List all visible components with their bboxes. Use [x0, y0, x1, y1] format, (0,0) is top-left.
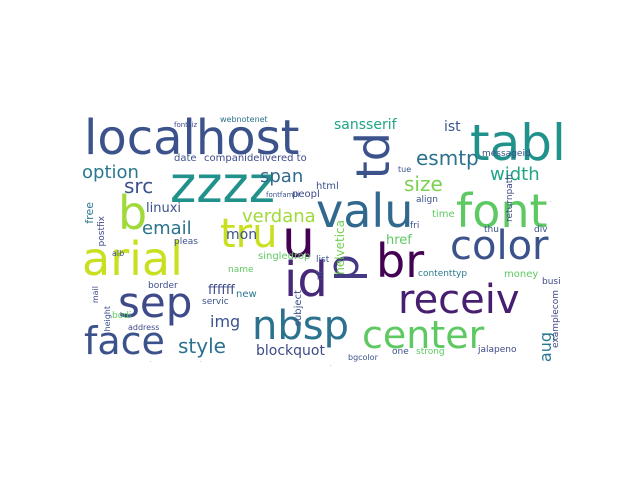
- word: list: [316, 255, 330, 265]
- word: sansserif: [334, 117, 397, 133]
- word: money: [504, 269, 539, 280]
- word: sep: [118, 278, 193, 327]
- word: tabl: [470, 114, 566, 172]
- word: email: [142, 218, 192, 239]
- word: size: [404, 172, 443, 196]
- word: esmtp: [416, 146, 479, 170]
- word: face: [84, 319, 165, 363]
- word: span: [260, 166, 304, 187]
- word: receiv: [398, 277, 520, 323]
- word: strong: [416, 347, 445, 357]
- word: one: [392, 347, 409, 357]
- word: br: [376, 234, 425, 288]
- word: width: [490, 164, 540, 185]
- word: font: [456, 184, 548, 238]
- word: fri: [410, 221, 420, 231]
- word: arial: [82, 232, 183, 286]
- word: div: [534, 225, 548, 235]
- word: new: [236, 289, 257, 300]
- word: align: [416, 195, 438, 205]
- word: fontsiz: [174, 121, 198, 129]
- word: mail: [91, 286, 100, 304]
- word-filler: ·: [300, 149, 302, 155]
- word: border: [148, 281, 178, 291]
- word: bgcolor: [348, 353, 378, 362]
- word: peopl: [292, 189, 320, 200]
- word: height: [103, 306, 112, 332]
- word: localhost: [84, 110, 300, 166]
- word: bodi: [112, 311, 132, 321]
- word: time: [432, 209, 455, 220]
- word: webnotenet: [220, 115, 268, 124]
- word: date: [174, 153, 197, 164]
- word: blockquot: [256, 343, 325, 359]
- word: center: [362, 313, 485, 357]
- word: verdana: [242, 206, 316, 227]
- word: linuxi: [146, 201, 182, 216]
- word: busi: [542, 277, 561, 287]
- word: tue: [398, 165, 412, 174]
- word: fontfamili: [266, 191, 300, 199]
- word: returnpath: [505, 174, 515, 222]
- word: id: [284, 252, 328, 308]
- word: img: [210, 312, 241, 331]
- word: html: [316, 181, 339, 192]
- word: address: [128, 323, 160, 332]
- word-filler: ·: [200, 359, 202, 365]
- word-filler: ·: [90, 149, 92, 155]
- word-cloud: localhost tabl zzzz valu font td tru u a…: [80, 110, 568, 372]
- word: alb: [112, 249, 125, 258]
- word: subject: [293, 290, 304, 327]
- word: nbsp: [252, 303, 349, 349]
- word: valu: [316, 184, 414, 238]
- word: tru: [220, 211, 278, 257]
- word-filler: ·: [550, 199, 552, 205]
- word: ffffff: [208, 283, 235, 298]
- word: option: [82, 162, 139, 183]
- word: b: [118, 186, 148, 240]
- word: singledrop: [258, 251, 311, 262]
- word: pleas: [174, 237, 198, 247]
- word: messageid: [482, 149, 531, 159]
- word: nt: [315, 270, 326, 281]
- word: ist: [444, 119, 461, 135]
- word: style: [178, 334, 226, 358]
- word-filler: ·: [330, 363, 332, 369]
- word: src: [124, 174, 154, 198]
- word: thu: [484, 225, 499, 235]
- word: examplecom: [551, 290, 561, 348]
- word: href: [386, 233, 412, 248]
- word: contenttyp: [418, 269, 468, 279]
- word-filler: ·: [380, 129, 382, 135]
- word: name: [228, 265, 254, 275]
- word: servic: [202, 297, 229, 307]
- word: helvetica: [333, 220, 347, 275]
- word: mon: [226, 227, 258, 243]
- word-filler: ·: [150, 359, 152, 365]
- word: u: [282, 210, 315, 270]
- word: postfix: [97, 216, 107, 247]
- word: free: [83, 202, 96, 224]
- word: color: [450, 223, 549, 269]
- word: zzzz: [170, 156, 275, 214]
- word-filler: ·: [520, 249, 522, 255]
- word: td: [346, 132, 400, 180]
- word: companidelivered to: [204, 153, 307, 164]
- word: jalapeno: [478, 345, 517, 355]
